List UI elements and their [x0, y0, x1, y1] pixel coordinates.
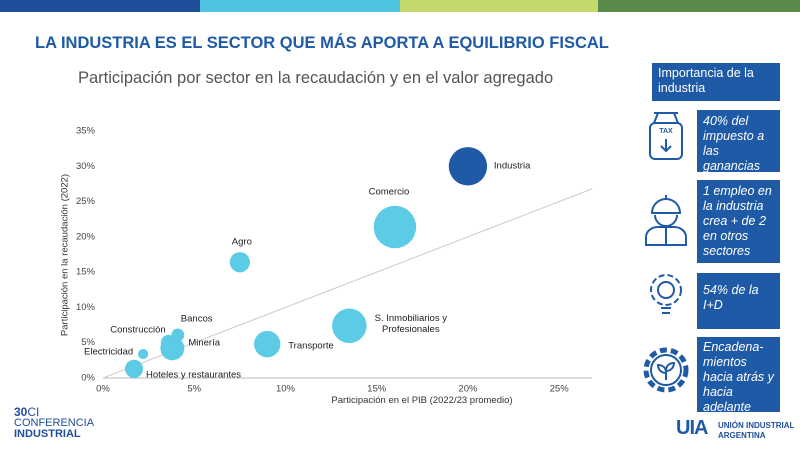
point-label: Agro	[231, 236, 252, 248]
tax-icon-label: TAX	[659, 128, 673, 135]
gear-icon	[643, 347, 689, 393]
point-label: Bancos	[180, 313, 213, 325]
top-bar	[400, 0, 598, 12]
event-ci: CI	[27, 405, 40, 419]
point-label: Industria	[493, 160, 531, 172]
x-tick-label: 10%	[276, 384, 296, 395]
reference-line	[102, 188, 593, 379]
bubble	[160, 334, 177, 351]
bubble	[332, 308, 367, 344]
org-line: UNIÓN INDUSTRIAL	[718, 421, 795, 430]
bubble	[448, 147, 488, 186]
event-line: CONFERENCIA	[14, 417, 95, 429]
x-tick-label: 25%	[550, 384, 570, 395]
top-bar	[598, 0, 800, 12]
bubble	[124, 359, 144, 378]
bubble	[373, 205, 417, 249]
bubble	[254, 330, 281, 358]
top-bar	[200, 0, 400, 12]
panel-item: 54% de la I+D	[697, 273, 780, 329]
point-label: S. Inmobiliarios y Profesionales	[374, 312, 447, 335]
bubble	[138, 348, 149, 360]
x-axis-title: Participación en el PIB (2022/23 promedi…	[331, 395, 513, 406]
y-tick-label: 25%	[76, 196, 96, 207]
org-mark: UIA	[676, 417, 708, 439]
event-number: 30	[14, 405, 28, 419]
panel-icons: TAX	[643, 112, 689, 393]
y-tick-label: 15%	[76, 267, 96, 278]
y-tick-label: 10%	[76, 302, 96, 313]
panel-item: Encadena-mientos hacia atrás y hacia ade…	[697, 337, 780, 414]
top-bar	[0, 0, 200, 12]
x-tick-label: 5%	[187, 384, 201, 395]
event-line: INDUSTRIAL	[14, 428, 81, 440]
event-logo: 30CI CONFERENCIA INDUSTRIAL	[14, 405, 95, 440]
org-line: ARGENTINA	[718, 431, 766, 440]
bubble	[229, 252, 250, 273]
point-label: Hoteles y restaurantes	[146, 369, 242, 381]
x-tick-label: 20%	[458, 384, 478, 395]
x-tick-label: 0%	[96, 384, 110, 395]
y-tick-label: 20%	[76, 231, 96, 242]
point-label: Minería	[188, 337, 221, 349]
org-name: UNIÓN INDUSTRIAL ARGENTINA	[718, 421, 794, 441]
y-tick-label: 5%	[81, 337, 95, 348]
y-tick-label: 35%	[76, 126, 96, 137]
panel-title: Importancia de la industria	[652, 63, 780, 101]
point-label: Electricidad	[84, 346, 134, 358]
point-label: Construcción	[110, 324, 166, 336]
y-axis-title: Participación en la recaudación (2022)	[59, 173, 71, 337]
panel-item: 40% del impuesto a las ganancias	[697, 110, 780, 173]
y-tick-label: 30%	[76, 161, 96, 172]
subtitle: Participación por sector en la recaudaci…	[78, 69, 554, 87]
worker-icon	[645, 195, 687, 246]
y-tick-label: 0%	[81, 373, 95, 384]
point-label: Transporte	[288, 340, 334, 352]
tax-icon	[649, 112, 683, 160]
panel-item: 1 empleo en la industria crea + de 2 en …	[697, 180, 780, 263]
idea-icon	[650, 274, 682, 314]
x-tick-label: 15%	[367, 384, 387, 395]
point-label: Comercio	[368, 186, 410, 198]
title: LA INDUSTRIA ES EL SECTOR QUE MÁS APORTA…	[35, 34, 609, 52]
